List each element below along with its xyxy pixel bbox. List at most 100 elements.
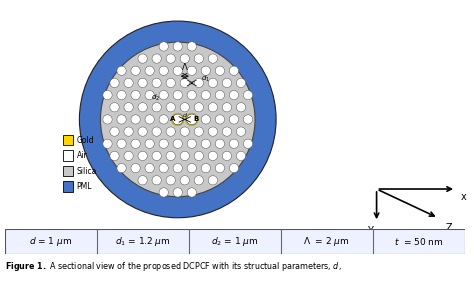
Circle shape	[237, 151, 246, 160]
Circle shape	[237, 103, 246, 112]
Circle shape	[173, 66, 182, 75]
Circle shape	[229, 66, 238, 75]
Circle shape	[208, 78, 218, 88]
Circle shape	[173, 164, 182, 173]
Circle shape	[201, 115, 210, 124]
Circle shape	[131, 115, 140, 124]
Circle shape	[229, 90, 238, 100]
Circle shape	[159, 42, 168, 51]
Circle shape	[100, 42, 255, 197]
Circle shape	[152, 127, 161, 136]
Circle shape	[110, 78, 119, 88]
Text: PML: PML	[77, 182, 92, 191]
Circle shape	[201, 164, 210, 173]
Circle shape	[201, 139, 210, 148]
Circle shape	[110, 127, 119, 136]
Circle shape	[222, 78, 232, 88]
Circle shape	[215, 90, 225, 100]
Circle shape	[229, 115, 238, 124]
Circle shape	[180, 54, 190, 63]
Circle shape	[138, 151, 147, 160]
Circle shape	[131, 90, 140, 100]
Circle shape	[229, 164, 238, 173]
Circle shape	[124, 78, 133, 88]
Circle shape	[180, 78, 190, 88]
Circle shape	[124, 151, 133, 160]
Text: $d_1$ = 1.2 $\mu$m: $d_1$ = 1.2 $\mu$m	[115, 235, 171, 248]
Text: Air: Air	[77, 151, 87, 160]
FancyBboxPatch shape	[5, 229, 465, 254]
Circle shape	[180, 103, 190, 112]
Circle shape	[159, 90, 168, 100]
Circle shape	[208, 176, 218, 185]
Circle shape	[103, 115, 112, 124]
Circle shape	[187, 42, 196, 51]
Circle shape	[194, 103, 203, 112]
Circle shape	[138, 54, 147, 63]
Circle shape	[243, 90, 253, 100]
Circle shape	[145, 90, 154, 100]
Text: x: x	[460, 192, 466, 202]
Circle shape	[194, 78, 203, 88]
Circle shape	[152, 176, 161, 185]
Circle shape	[110, 103, 119, 112]
Circle shape	[173, 188, 182, 197]
Circle shape	[187, 139, 196, 148]
Text: $\bf{Figure\ 1.}$ A sectional view of the proposed DCPCF with its structual para: $\bf{Figure\ 1.}$ A sectional view of th…	[5, 260, 341, 273]
Circle shape	[138, 103, 147, 112]
Circle shape	[173, 139, 182, 148]
Circle shape	[237, 78, 246, 88]
Circle shape	[131, 164, 140, 173]
Circle shape	[222, 151, 232, 160]
Circle shape	[117, 90, 126, 100]
Circle shape	[117, 139, 126, 148]
Circle shape	[187, 164, 196, 173]
Circle shape	[208, 54, 218, 63]
Circle shape	[186, 114, 197, 125]
Circle shape	[159, 139, 168, 148]
Circle shape	[131, 139, 140, 148]
Circle shape	[131, 66, 140, 75]
Circle shape	[166, 127, 175, 136]
Circle shape	[243, 139, 253, 148]
Circle shape	[80, 21, 276, 218]
Circle shape	[201, 66, 210, 75]
Circle shape	[166, 176, 175, 185]
Circle shape	[138, 78, 147, 88]
Circle shape	[159, 115, 168, 124]
Circle shape	[110, 151, 119, 160]
Circle shape	[145, 66, 154, 75]
Circle shape	[208, 127, 218, 136]
Text: B: B	[193, 116, 199, 122]
Text: A: A	[170, 116, 175, 122]
Circle shape	[237, 127, 246, 136]
Text: $d$ = 1 $\mu$m: $d$ = 1 $\mu$m	[29, 235, 73, 248]
Circle shape	[229, 139, 238, 148]
Circle shape	[173, 90, 182, 100]
Circle shape	[187, 66, 196, 75]
Text: Y: Y	[367, 226, 374, 236]
Circle shape	[215, 66, 225, 75]
Circle shape	[194, 127, 203, 136]
Circle shape	[208, 103, 218, 112]
Circle shape	[180, 176, 190, 185]
Circle shape	[173, 42, 182, 51]
Circle shape	[194, 151, 203, 160]
Circle shape	[173, 114, 183, 125]
Circle shape	[185, 113, 198, 126]
Bar	[63, 181, 73, 192]
Circle shape	[103, 90, 112, 100]
Circle shape	[124, 127, 133, 136]
Circle shape	[215, 164, 225, 173]
Text: Silica: Silica	[77, 167, 97, 176]
Circle shape	[201, 90, 210, 100]
Circle shape	[215, 115, 225, 124]
Circle shape	[166, 151, 175, 160]
Circle shape	[152, 103, 161, 112]
Text: $d_2$ = 1 $\mu$m: $d_2$ = 1 $\mu$m	[211, 235, 258, 248]
Circle shape	[194, 176, 203, 185]
Circle shape	[166, 78, 175, 88]
Circle shape	[180, 127, 190, 136]
Circle shape	[145, 164, 154, 173]
Circle shape	[180, 151, 190, 160]
